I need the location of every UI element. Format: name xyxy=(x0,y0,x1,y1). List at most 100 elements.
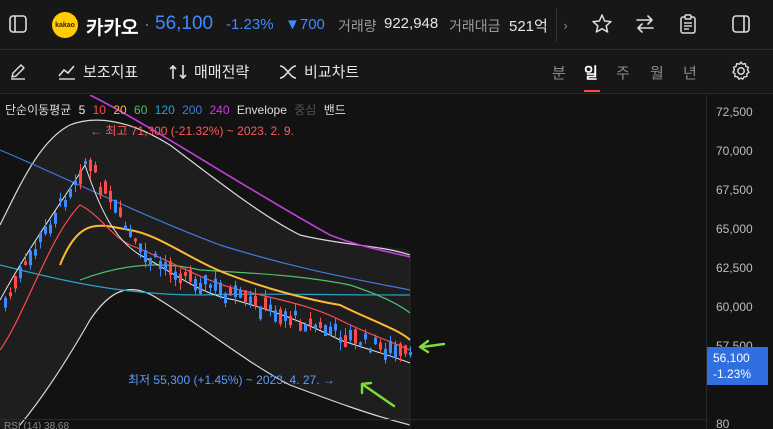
candle-body xyxy=(359,342,362,346)
lower-pane-label: RSI (14) 38.68 xyxy=(4,421,70,429)
candle-body xyxy=(174,271,177,280)
y-tick: 62,500 xyxy=(716,261,753,275)
lower-indicator-pane: RSI (14) 38.68 xyxy=(0,419,706,429)
candle-body xyxy=(149,257,152,265)
active-period-underline xyxy=(584,90,600,92)
swap-icon[interactable] xyxy=(631,10,659,38)
strategy-button[interactable]: 매매전략 xyxy=(168,61,249,82)
period-minute[interactable]: 분 xyxy=(552,65,566,82)
candle-body xyxy=(184,272,187,276)
candle-body xyxy=(169,261,172,275)
candle-body xyxy=(59,198,62,202)
gear-icon[interactable] xyxy=(727,57,755,85)
indicator-label: 보조지표 xyxy=(83,64,139,81)
candle-body xyxy=(164,262,167,271)
ma-legend: 단순이동평균 5 10 20 60 120 200 240 Envelope 중… xyxy=(5,101,350,118)
candle-body xyxy=(9,292,12,297)
volume-value: 922,948 xyxy=(384,15,439,32)
period-week[interactable]: 주 xyxy=(616,65,630,82)
candle-body xyxy=(84,160,87,165)
y-tick: 72,500 xyxy=(716,105,753,119)
envelope-lower-line xyxy=(19,289,411,426)
more-info-button[interactable]: › xyxy=(556,8,574,42)
candle-body xyxy=(389,340,392,354)
candle-body xyxy=(69,188,72,198)
candle-body xyxy=(329,326,332,336)
candle-body xyxy=(119,207,122,217)
clipboard-icon[interactable] xyxy=(674,10,702,38)
candle-body xyxy=(124,225,127,230)
candle-body xyxy=(74,180,77,186)
candle-body xyxy=(64,199,67,207)
candle-body xyxy=(384,348,387,360)
change-percent: -1.23% xyxy=(226,16,274,33)
candle-body xyxy=(249,296,252,304)
candle-body xyxy=(399,343,402,356)
strategy-label: 매매전략 xyxy=(194,64,250,81)
candle-body xyxy=(344,335,347,348)
high-annotation: ← 최고 71,300 (-21.32%) ~ 2023. 2. 9. xyxy=(90,124,294,138)
panel-icon[interactable] xyxy=(727,10,755,38)
pencil-icon[interactable] xyxy=(4,57,32,85)
candle-body xyxy=(89,159,92,172)
candle-body xyxy=(254,295,257,307)
separator: · xyxy=(144,14,150,34)
legend-ma-10: 10 xyxy=(92,103,106,117)
candle-body xyxy=(199,282,202,294)
candle-body xyxy=(194,278,197,291)
y-tick: 65,000 xyxy=(716,222,753,236)
candle-body xyxy=(179,273,182,284)
sidebar-toggle-icon[interactable] xyxy=(4,10,32,38)
y-tick: 67,500 xyxy=(716,183,753,197)
period-month[interactable]: 월 xyxy=(650,65,664,82)
company-logo: kakao xyxy=(52,12,78,38)
period-year[interactable]: 년 xyxy=(683,65,697,82)
chart-toolbar: 보조지표 매매전략 비교차트 xyxy=(0,50,773,94)
legend-center: 중심 xyxy=(294,103,317,117)
green-arrow-right-marker xyxy=(418,339,446,354)
candle-body xyxy=(274,310,277,322)
candle-body xyxy=(114,199,117,213)
candle-body xyxy=(374,337,377,345)
candle-body xyxy=(224,293,227,304)
indicator-button[interactable]: 보조지표 xyxy=(57,61,138,82)
legend-ma-240: 240 xyxy=(209,103,230,117)
badge-change: -1.23% xyxy=(713,367,752,381)
candle-body xyxy=(264,297,267,310)
candle-body xyxy=(144,250,147,263)
candle-body xyxy=(54,212,57,224)
candle-body xyxy=(339,337,342,343)
candle-body xyxy=(269,304,272,312)
candle-body xyxy=(99,186,102,196)
candle-body xyxy=(29,250,32,266)
candle-body xyxy=(394,344,397,359)
y-tick: 60,000 xyxy=(716,300,753,314)
candle-body xyxy=(109,190,112,203)
candle-body xyxy=(104,181,107,194)
legend-ma-200: 200 xyxy=(182,103,203,117)
compare-icon xyxy=(279,64,297,79)
candle-body xyxy=(39,232,42,243)
candles-group xyxy=(4,157,412,364)
candle-body xyxy=(234,285,237,298)
star-icon[interactable] xyxy=(588,10,616,38)
price-chart[interactable] xyxy=(0,95,706,429)
current-price: 56,100 xyxy=(155,13,214,34)
candle-body xyxy=(354,329,357,344)
candle-body xyxy=(49,224,52,234)
stock-name[interactable]: 카카오 xyxy=(86,18,139,39)
candle-body xyxy=(79,170,82,185)
candlestick-chart[interactable] xyxy=(0,95,706,429)
strategy-icon xyxy=(169,64,187,79)
candle-body xyxy=(349,329,352,341)
change-amount: ▼700 xyxy=(285,16,325,33)
y-tick: 70,000 xyxy=(716,144,753,158)
candle-body xyxy=(159,260,162,270)
ma-20-line xyxy=(59,224,411,341)
candle-body xyxy=(129,231,132,237)
compare-button[interactable]: 비교차트 xyxy=(278,61,359,82)
candle-body xyxy=(14,276,17,289)
period-day[interactable]: 일 xyxy=(584,65,598,82)
envelope-upper-line xyxy=(0,119,411,256)
candle-body xyxy=(289,315,292,326)
